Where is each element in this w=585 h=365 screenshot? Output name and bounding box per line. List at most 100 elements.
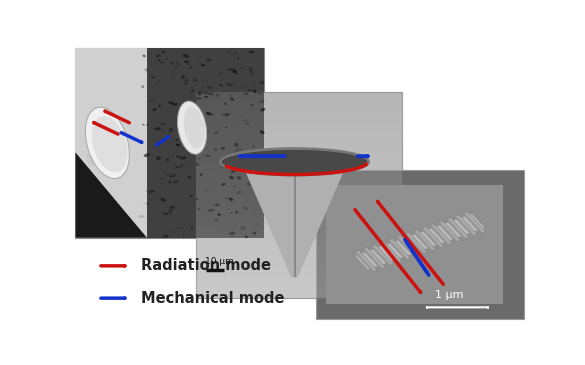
Ellipse shape [154,127,161,130]
Ellipse shape [218,168,219,170]
Bar [75,48,147,238]
Ellipse shape [188,122,194,126]
Bar [195,288,402,298]
Bar [371,246,391,266]
Bar [438,220,460,242]
Ellipse shape [151,76,155,79]
Ellipse shape [184,107,205,149]
Ellipse shape [196,163,199,166]
Ellipse shape [206,112,212,115]
Polygon shape [75,152,147,238]
Ellipse shape [259,100,264,104]
Ellipse shape [204,96,208,98]
Bar [404,233,427,254]
Ellipse shape [191,89,194,92]
Ellipse shape [194,116,195,117]
Ellipse shape [240,226,246,230]
Bar [404,234,425,254]
Bar [195,195,402,205]
Ellipse shape [254,215,256,216]
Ellipse shape [163,130,164,132]
Bar [446,218,469,239]
Ellipse shape [145,203,148,204]
Bar [363,249,383,269]
Ellipse shape [233,153,238,156]
Ellipse shape [168,101,174,104]
Ellipse shape [234,143,239,147]
Ellipse shape [249,72,254,75]
Bar [195,133,402,143]
Ellipse shape [214,132,218,134]
Ellipse shape [229,198,233,201]
Polygon shape [243,166,346,277]
Ellipse shape [177,101,207,154]
Ellipse shape [226,51,230,53]
Ellipse shape [235,211,238,214]
Bar [195,92,402,298]
Bar [388,239,408,260]
Text: 1 μm: 1 μm [435,291,463,300]
Ellipse shape [174,69,176,70]
Ellipse shape [253,172,254,173]
Ellipse shape [249,50,254,53]
Ellipse shape [223,113,230,116]
Bar [195,154,402,164]
Ellipse shape [166,174,173,176]
Bar [455,215,477,236]
Bar [195,185,402,195]
Bar [75,48,263,238]
Ellipse shape [171,231,173,233]
Bar [195,123,402,133]
Ellipse shape [144,68,149,72]
Ellipse shape [245,119,246,121]
Ellipse shape [215,218,218,222]
Bar [421,228,441,248]
Ellipse shape [198,91,202,95]
Ellipse shape [253,89,257,93]
Ellipse shape [160,61,164,63]
Ellipse shape [228,209,229,210]
Ellipse shape [196,199,198,200]
Ellipse shape [228,68,235,71]
Text: Mechanical mode: Mechanical mode [141,291,285,306]
Ellipse shape [207,92,214,95]
Ellipse shape [248,162,252,164]
Ellipse shape [204,155,205,156]
Ellipse shape [215,93,219,97]
Ellipse shape [184,61,189,63]
Ellipse shape [170,206,175,209]
Ellipse shape [184,83,187,84]
Bar [141,48,263,238]
Ellipse shape [206,155,211,157]
Ellipse shape [181,76,184,79]
Ellipse shape [221,147,225,149]
Bar [195,92,402,102]
Bar [396,235,419,257]
Ellipse shape [141,85,144,88]
Bar [388,239,411,260]
Ellipse shape [195,80,198,82]
Ellipse shape [233,69,237,73]
Ellipse shape [206,154,208,156]
Ellipse shape [164,149,166,150]
Ellipse shape [248,161,252,165]
Ellipse shape [238,57,239,59]
Ellipse shape [217,203,219,205]
Ellipse shape [160,177,164,180]
Ellipse shape [199,56,201,58]
Ellipse shape [157,59,161,61]
Ellipse shape [235,149,239,152]
Bar [316,170,524,319]
Ellipse shape [166,137,168,139]
Ellipse shape [174,181,178,184]
Ellipse shape [180,157,187,160]
Ellipse shape [166,58,167,60]
Ellipse shape [173,77,175,78]
Ellipse shape [225,127,228,128]
Bar [438,222,458,242]
Ellipse shape [158,105,161,107]
Bar [195,112,402,123]
Ellipse shape [187,63,191,65]
Ellipse shape [219,84,223,86]
Text: 10 μm: 10 μm [205,257,233,266]
